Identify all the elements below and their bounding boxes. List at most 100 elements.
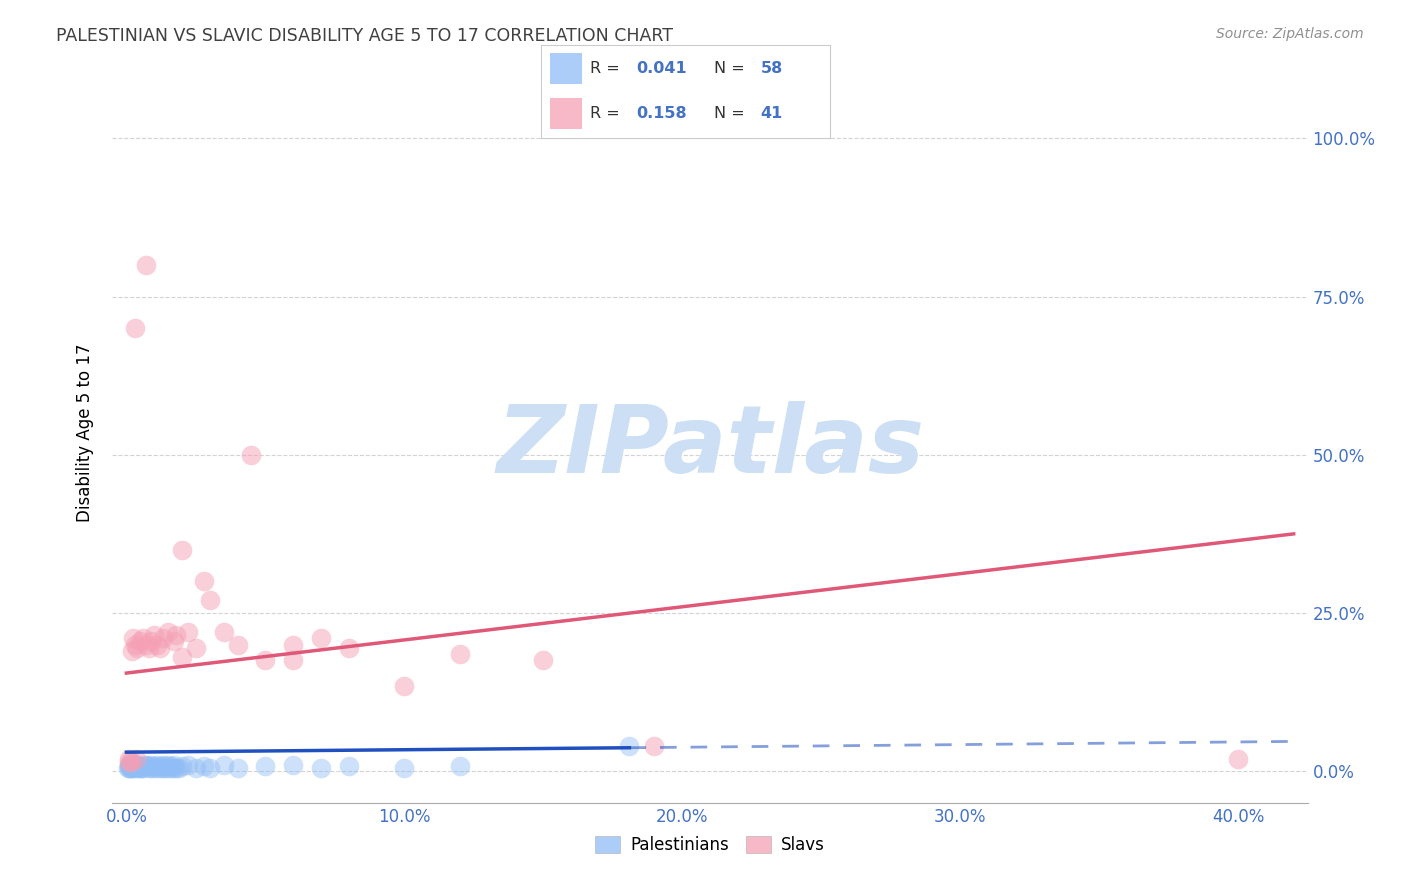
Point [643, 739, 665, 753]
Point [149, 759, 172, 773]
Point [135, 757, 157, 772]
Point [146, 761, 169, 775]
Point [449, 647, 471, 661]
Point [1227, 751, 1250, 765]
Point [129, 759, 152, 773]
Point [124, 759, 146, 773]
Point [167, 761, 190, 775]
Point [146, 638, 169, 652]
Point [129, 634, 152, 648]
Point [146, 757, 169, 772]
Text: 41: 41 [761, 106, 783, 121]
Point [254, 653, 277, 667]
Point [120, 761, 142, 775]
Point [162, 757, 184, 772]
Point [127, 640, 149, 655]
Text: 58: 58 [761, 61, 783, 76]
Point [394, 761, 416, 775]
Text: R =: R = [591, 61, 620, 76]
Point [155, 759, 177, 773]
Point [138, 761, 160, 775]
Point [193, 574, 215, 589]
Point [135, 258, 157, 272]
Point [165, 628, 187, 642]
Point [394, 679, 416, 693]
Point [132, 761, 155, 775]
Point [132, 759, 155, 773]
Point [162, 761, 184, 775]
Point [198, 593, 221, 607]
Point [152, 761, 174, 775]
Point [152, 632, 174, 646]
Text: ZIPatlas: ZIPatlas [496, 401, 924, 493]
Point [619, 739, 641, 753]
Point [118, 757, 141, 772]
Point [125, 751, 148, 765]
Point [138, 759, 160, 773]
Point [165, 761, 187, 775]
Point [193, 759, 215, 773]
Point [149, 640, 172, 655]
Point [240, 448, 263, 462]
Point [121, 761, 143, 775]
Point [120, 755, 142, 769]
Point [281, 757, 304, 772]
Point [118, 761, 141, 775]
Point [141, 761, 163, 775]
Point [127, 759, 149, 773]
Point [125, 761, 148, 775]
Point [170, 650, 193, 665]
Point [122, 632, 145, 646]
Point [226, 638, 249, 652]
Point [184, 640, 207, 655]
Point [309, 761, 332, 775]
Point [170, 542, 193, 557]
Text: PALESTINIAN VS SLAVIC DISABILITY AGE 5 TO 17 CORRELATION CHART: PALESTINIAN VS SLAVIC DISABILITY AGE 5 T… [56, 27, 673, 45]
Point [124, 638, 146, 652]
Text: N =: N = [714, 61, 745, 76]
Point [118, 761, 141, 775]
Point [184, 761, 207, 775]
Point [129, 761, 152, 775]
Point [121, 644, 143, 658]
Point [143, 628, 166, 642]
Point [309, 632, 332, 646]
Bar [550, 53, 582, 84]
Point [157, 757, 180, 772]
Point [160, 761, 183, 775]
Point [143, 759, 166, 773]
Point [162, 634, 184, 648]
Point [143, 761, 166, 775]
Point [212, 624, 235, 639]
Point [141, 634, 163, 648]
Point [170, 759, 193, 773]
Point [160, 759, 183, 773]
Point [337, 759, 360, 773]
Point [135, 638, 157, 652]
Point [117, 759, 139, 773]
Point [226, 761, 249, 775]
Point [155, 761, 177, 775]
Bar [550, 98, 582, 129]
Point [449, 759, 471, 773]
Point [281, 653, 304, 667]
Text: R =: R = [591, 106, 620, 121]
Point [157, 624, 180, 639]
Point [122, 761, 145, 775]
Point [118, 751, 141, 765]
Point [117, 755, 139, 769]
Text: 0.158: 0.158 [637, 106, 688, 121]
Point [120, 757, 142, 772]
Point [152, 757, 174, 772]
Point [135, 757, 157, 772]
Point [124, 756, 146, 771]
Text: 0.041: 0.041 [637, 61, 688, 76]
Text: N =: N = [714, 106, 745, 121]
Point [141, 757, 163, 772]
Point [128, 761, 150, 775]
Point [149, 761, 172, 775]
Legend: Palestinians, Slavs: Palestinians, Slavs [589, 830, 831, 861]
Point [117, 761, 139, 775]
Point [531, 653, 554, 667]
Y-axis label: Disability Age 5 to 17: Disability Age 5 to 17 [76, 343, 94, 522]
